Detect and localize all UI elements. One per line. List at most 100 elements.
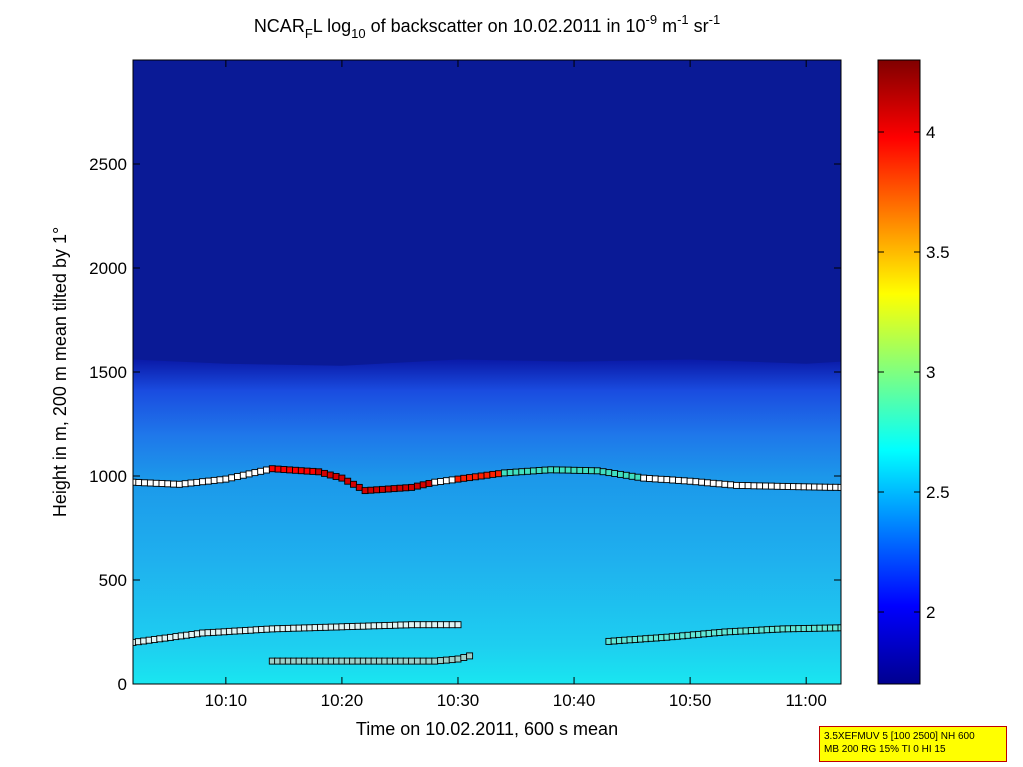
layer-point bbox=[402, 484, 410, 492]
layer-point bbox=[756, 482, 764, 490]
series-layer_low_2 bbox=[605, 624, 841, 645]
y-axis-label: Height in m, 200 m mean tilted by 1° bbox=[50, 227, 70, 517]
layer-point bbox=[292, 466, 299, 474]
layer-point bbox=[193, 478, 201, 486]
layer-point bbox=[135, 479, 143, 486]
layer-point bbox=[326, 471, 334, 479]
layer-point bbox=[431, 657, 439, 665]
layer-point bbox=[767, 482, 775, 490]
layer-point bbox=[379, 485, 386, 493]
layer-point bbox=[367, 486, 375, 494]
layer-point bbox=[518, 468, 526, 476]
layer-point bbox=[738, 482, 746, 489]
layer-point bbox=[280, 466, 288, 473]
series-layer_lowest bbox=[268, 652, 474, 665]
layer-point bbox=[431, 621, 439, 629]
layer-point bbox=[175, 480, 183, 488]
layer-point bbox=[715, 480, 723, 488]
layer-point bbox=[344, 477, 352, 485]
layer-point bbox=[170, 480, 178, 488]
layer-point bbox=[773, 482, 781, 490]
layer-point bbox=[727, 481, 735, 489]
y-tick-label: 1500 bbox=[89, 363, 127, 382]
x-axis-label: Time on 10.02.2011, 600 s mean bbox=[356, 719, 618, 739]
layer-point bbox=[692, 478, 700, 486]
colorbar-tick-label: 4 bbox=[926, 123, 935, 142]
layer-point bbox=[611, 470, 619, 477]
layer-point bbox=[274, 465, 282, 473]
layer-point bbox=[321, 469, 328, 477]
x-tick-label: 10:50 bbox=[669, 691, 712, 710]
layer-point bbox=[657, 475, 665, 483]
x-tick-label: 10:10 bbox=[205, 691, 248, 710]
layer-point bbox=[152, 479, 160, 487]
layer-point bbox=[483, 471, 491, 479]
x-tick-label: 10:20 bbox=[321, 691, 364, 710]
layer-point bbox=[222, 475, 230, 483]
layer-point bbox=[605, 469, 613, 477]
layer-point bbox=[547, 466, 555, 474]
y-tick-label: 0 bbox=[118, 675, 127, 694]
layer-point bbox=[303, 467, 311, 475]
layer-point bbox=[709, 479, 717, 487]
layer-point bbox=[634, 473, 642, 481]
info-line-2: MB 200 RG 15% TI 0 HI 15 bbox=[824, 744, 946, 755]
layer-point bbox=[442, 477, 450, 485]
layer-point bbox=[408, 483, 416, 491]
layer-point bbox=[588, 467, 595, 475]
layer-point bbox=[425, 657, 433, 665]
layer-point bbox=[582, 467, 590, 474]
layer-point bbox=[686, 477, 694, 485]
layer-point bbox=[680, 477, 688, 485]
colorbar-axis: 2 2.5 3 3.5 4 bbox=[878, 123, 950, 622]
y-tick-label: 2000 bbox=[89, 259, 127, 278]
layer-point bbox=[437, 657, 445, 665]
layer-point bbox=[524, 467, 532, 475]
layer-point bbox=[158, 480, 166, 487]
layer-point bbox=[593, 467, 601, 475]
colorbar-tick-label: 2 bbox=[926, 603, 935, 622]
layer-point bbox=[442, 656, 450, 664]
layer-point bbox=[425, 480, 433, 487]
heatmap-plot-area bbox=[133, 60, 841, 684]
layer-point bbox=[454, 655, 462, 663]
layer-point bbox=[506, 469, 514, 476]
layer-point bbox=[245, 470, 253, 478]
layer-point bbox=[419, 481, 427, 489]
layer-point bbox=[419, 621, 427, 629]
layer-point bbox=[564, 466, 572, 474]
layer-point bbox=[187, 479, 195, 487]
layer-point bbox=[361, 487, 369, 495]
layer-point bbox=[448, 656, 456, 664]
layer-point bbox=[762, 482, 770, 490]
layer-point bbox=[413, 621, 421, 629]
layer-point bbox=[239, 471, 247, 479]
layer-point bbox=[268, 465, 276, 473]
layer-point bbox=[413, 657, 421, 665]
layer-point bbox=[350, 480, 357, 488]
layer-point bbox=[425, 621, 433, 629]
layer-point bbox=[477, 472, 485, 480]
layer-point bbox=[750, 482, 758, 490]
layer-point bbox=[495, 470, 503, 478]
layer-point bbox=[466, 652, 474, 660]
layer-point bbox=[837, 483, 841, 491]
layer-point bbox=[210, 476, 218, 484]
series-layer_low_1 bbox=[133, 621, 462, 646]
layer-point bbox=[419, 657, 427, 665]
layer-point bbox=[617, 470, 624, 478]
layer-point bbox=[396, 484, 404, 492]
layer-point bbox=[640, 474, 648, 482]
x-tick-label: 10:40 bbox=[553, 691, 596, 710]
layer-point bbox=[500, 469, 508, 477]
layer-point bbox=[628, 472, 636, 480]
layer-point bbox=[541, 466, 549, 474]
layer-point bbox=[454, 475, 462, 483]
layer-point bbox=[529, 467, 537, 475]
y-tick-label: 1000 bbox=[89, 467, 127, 486]
layer-point bbox=[744, 482, 752, 490]
layer-point bbox=[413, 482, 421, 490]
layer-point bbox=[442, 621, 450, 629]
layer-point bbox=[837, 624, 841, 632]
